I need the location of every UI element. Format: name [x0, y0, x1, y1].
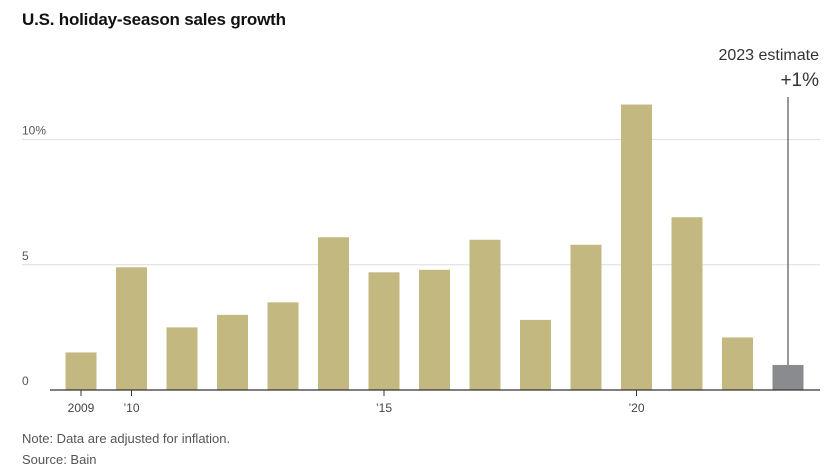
source-text: Source: Bain: [22, 452, 97, 467]
x-tick-label: ’10: [123, 401, 139, 415]
bar: [419, 269, 450, 390]
x-tick-label: ’15: [376, 401, 392, 415]
y-tick-label: 0: [22, 374, 29, 388]
y-tick-label: 5: [22, 249, 29, 263]
note-text: Note: Data are adjusted for inflation.: [22, 431, 231, 446]
y-tick-label: 10%: [22, 124, 46, 138]
bar: [570, 244, 602, 390]
bar: [368, 272, 400, 390]
bar-estimate: [772, 364, 804, 390]
annotation-value: +1%: [780, 70, 819, 91]
bar: [318, 237, 349, 390]
annotation-label: 2023 estimate: [718, 47, 819, 64]
bar: [267, 302, 299, 390]
bar-chart: 0 5 10% 2009 ’10 ’15 ’20 2023 estimate +1%: [22, 47, 820, 415]
bars: [65, 104, 804, 390]
estimate-annotation: 2023 estimate +1%: [718, 47, 819, 365]
bar: [217, 314, 248, 390]
bar: [116, 267, 147, 390]
bar: [722, 337, 753, 390]
bar: [65, 352, 97, 390]
bar: [671, 217, 703, 390]
bar: [469, 239, 501, 390]
bar: [166, 327, 198, 390]
axes: 0 5 10% 2009 ’10 ’15 ’20: [22, 124, 820, 415]
chart-title: U.S. holiday-season sales growth: [22, 10, 286, 29]
bar: [621, 104, 652, 390]
x-tick-label: ’20: [628, 401, 644, 415]
x-tick-label: 2009: [68, 401, 95, 415]
bar: [520, 319, 551, 390]
